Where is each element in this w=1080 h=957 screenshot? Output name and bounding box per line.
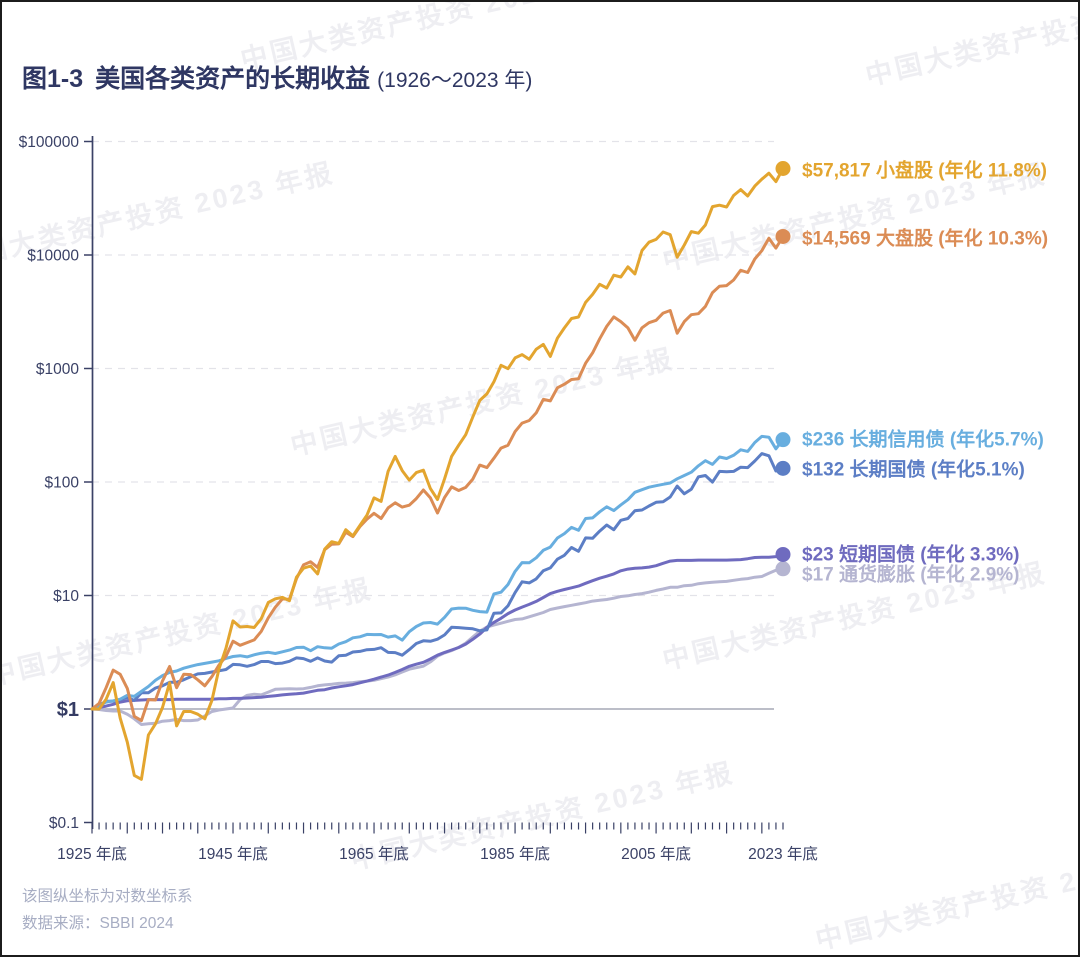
footnotes: 该图纵坐标为对数坐标系 数据来源：SBBI 2024 xyxy=(22,883,193,937)
legend-label-large-cap: $14,569 大盘股 (年化 10.3%) xyxy=(802,227,1048,250)
y-tick-label: $10000 xyxy=(27,248,79,265)
figure-title: 图1-3 美国各类资产的长期收益 (1926～2023 年) xyxy=(22,59,532,95)
series-line-lt-credit-bond xyxy=(90,434,785,711)
figure-title-period: (1926～2023 年) xyxy=(377,69,533,92)
y-tick-label: $1000 xyxy=(36,361,79,378)
y-axis: $100000 $10000 $1000 $100 $10 $1 $0.1 xyxy=(19,134,94,832)
series-endpoint-lt-credit-bond xyxy=(775,432,791,448)
legend-label-small-cap: $57,817 小盘股 (年化 11.8%) xyxy=(802,159,1047,182)
x-tick-label: 2023 年底 xyxy=(748,845,818,863)
legend-label-inflation: $17 通货膨胀 (年化 2.9%) xyxy=(802,563,1020,586)
series-line-tbill xyxy=(90,552,785,711)
x-tick-label: 2005 年底 xyxy=(621,845,691,863)
y-tick-label: $100000 xyxy=(19,134,80,151)
series-endpoint-lt-govt-bond xyxy=(775,460,791,476)
x-tick-label: 1965 年底 xyxy=(339,845,409,863)
series-line-large-cap xyxy=(90,235,785,723)
series-lines: $17 通货膨胀 (年化 2.9%)$23 短期国债 (年化 3.3%) $132… xyxy=(90,159,1048,781)
y-tick-label: $10 xyxy=(53,588,79,605)
footnote-log-scale: 该图纵坐标为对数坐标系 xyxy=(22,888,193,905)
series-line-inflation xyxy=(90,567,785,726)
footnote-data-source: 数据来源：SBBI 2024 xyxy=(22,915,174,932)
series-line-small-cap xyxy=(90,167,785,781)
series-endpoint-small-cap xyxy=(775,161,791,177)
y-tick-label: $0.1 xyxy=(49,815,79,832)
y-tick-label: $1 xyxy=(57,699,79,721)
figure-title-text: 美国各类资产的长期收益 xyxy=(95,65,371,93)
x-tick-label: 1945 年底 xyxy=(198,845,268,863)
x-tick-label: 1925 年底 xyxy=(57,845,127,863)
legend-label-tbill: $23 短期国债 (年化 3.3%) xyxy=(802,543,1020,566)
series-endpoint-tbill xyxy=(775,546,791,562)
series-line-lt-govt-bond xyxy=(90,452,785,711)
legend-label-lt-credit-bond: $236 长期信用债 (年化5.7%) xyxy=(802,428,1044,451)
gridlines xyxy=(92,140,774,710)
series-endpoint-large-cap xyxy=(775,228,791,244)
x-axis: 1925 年底 1945 年底 1965 年底 1985 年底 2005 年底 2023 … xyxy=(57,822,818,863)
x-tick-label: 1985 年底 xyxy=(480,845,550,863)
y-tick-label: $100 xyxy=(45,475,80,492)
figure-number: 图1-3 xyxy=(22,65,84,93)
legend-label-lt-govt-bond: $132 长期国债 (年化5.1%) xyxy=(802,458,1025,481)
series-endpoint-inflation xyxy=(775,561,791,577)
